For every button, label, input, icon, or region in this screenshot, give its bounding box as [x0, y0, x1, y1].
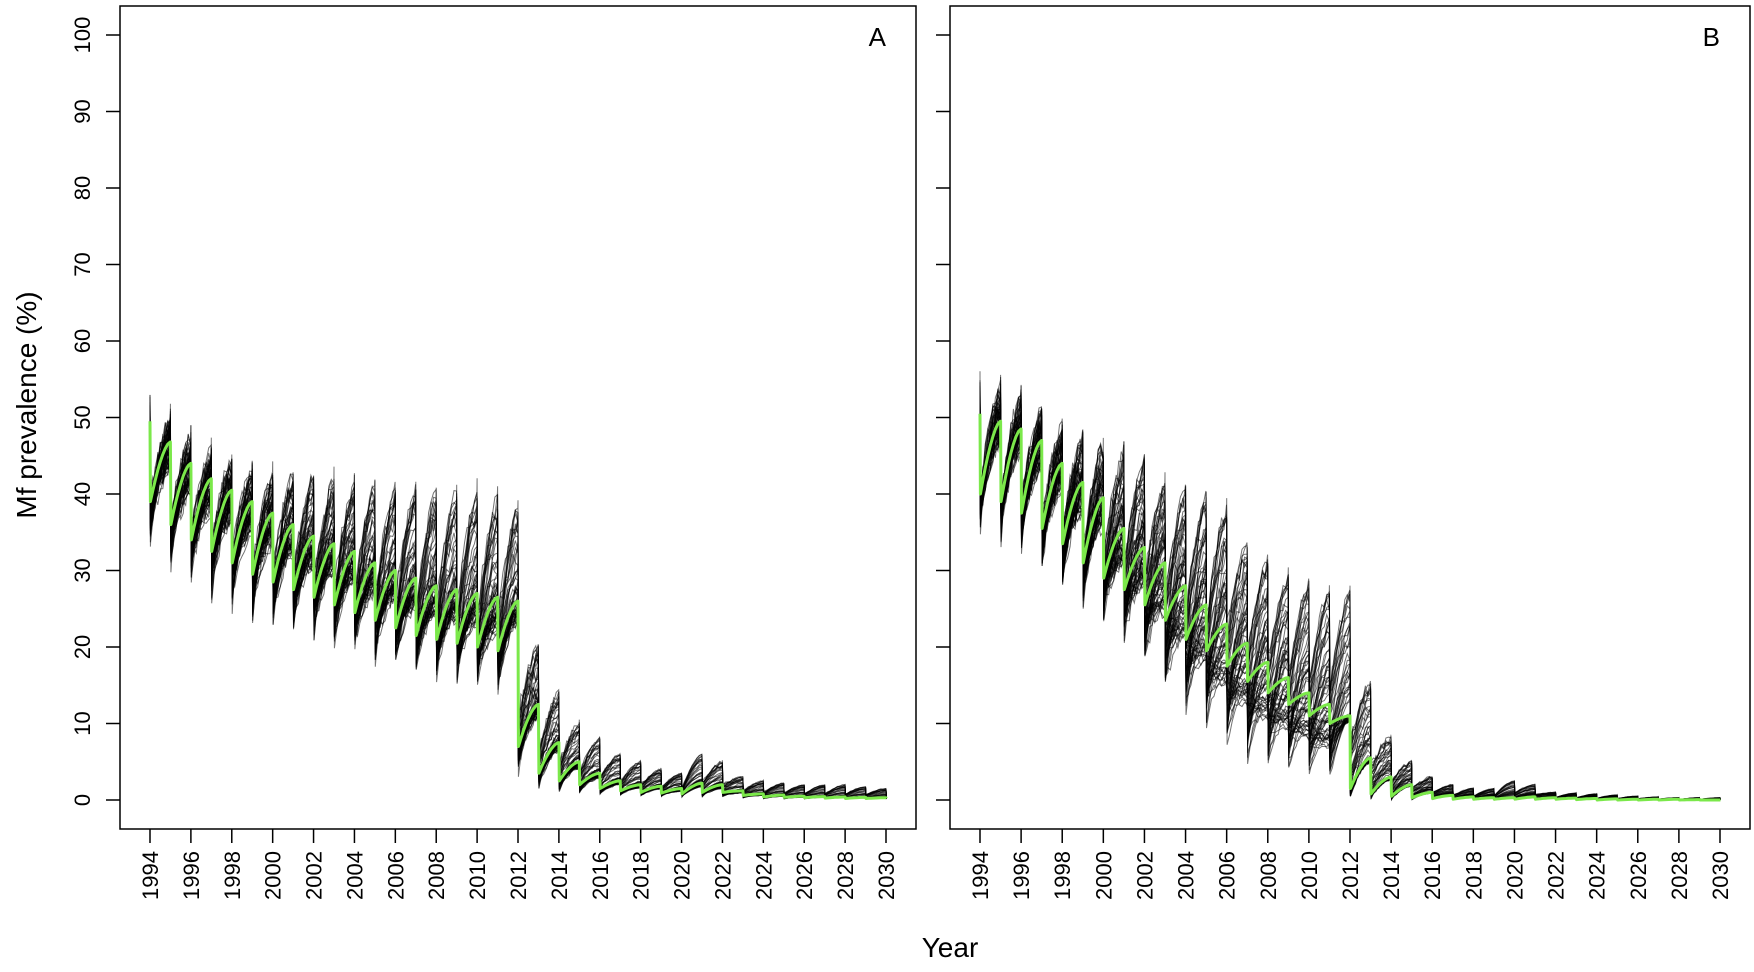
y-tick-label: 100	[70, 17, 95, 54]
y-axis-title: Mf prevalence (%)	[11, 291, 42, 518]
y-tick-label: 90	[70, 99, 95, 123]
x-tick-label: 1996	[179, 851, 204, 900]
x-tick-label: 2018	[629, 851, 654, 900]
x-tick-label: 2008	[1256, 851, 1281, 900]
x-tick-label: 2024	[751, 851, 776, 900]
y-tick-label: 70	[70, 252, 95, 276]
x-tick-label: 2022	[710, 851, 735, 900]
x-tick-label: 2004	[1174, 851, 1199, 900]
x-tick-label: 2028	[1667, 851, 1692, 900]
x-tick-label: 2016	[1420, 851, 1445, 900]
mean-prevalence-line	[978, 413, 1722, 802]
x-tick-label: 2024	[1585, 851, 1610, 900]
x-tick-label: 2002	[1132, 851, 1157, 900]
y-tick-label: 20	[70, 635, 95, 659]
x-tick-label: 2030	[1708, 851, 1733, 900]
mean-prevalence-line	[148, 421, 888, 800]
x-tick-label: 2018	[1461, 851, 1486, 900]
x-tick-label: 1998	[220, 851, 245, 900]
x-tick-label: 2014	[547, 851, 572, 900]
x-tick-label: 2026	[1626, 851, 1651, 900]
panel-label: B	[1703, 22, 1720, 52]
x-tick-label: 2004	[342, 851, 367, 900]
x-tick-label: 2020	[670, 851, 695, 900]
x-tick-label: 2000	[1091, 851, 1116, 900]
panel-label: A	[869, 22, 887, 52]
x-tick-label: 2012	[1338, 851, 1363, 900]
x-tick-label: 2022	[1544, 851, 1569, 900]
x-tick-label: 1998	[1050, 851, 1075, 900]
x-tick-label: 2002	[302, 851, 327, 900]
x-tick-label: 2030	[874, 851, 899, 900]
panel-b: 1994 1996 1998 2000 2002 2004 2006 2008 2010 2012…	[936, 5, 1751, 900]
x-tick-label: 1994	[138, 851, 163, 900]
x-axis-title: Year	[922, 932, 979, 963]
x-tick-label: 2000	[261, 851, 286, 900]
x-tick-label: 2014	[1379, 851, 1404, 900]
x-tick-label: 2012	[506, 851, 531, 900]
y-tick-label: 0	[70, 794, 95, 806]
x-tick-label: 1994	[968, 851, 993, 900]
series-area	[978, 371, 1722, 802]
y-tick-label: 30	[70, 558, 95, 582]
x-tick-label: 2006	[383, 851, 408, 900]
x-tick-label: 2028	[833, 851, 858, 900]
x-tick-label: 2010	[465, 851, 490, 900]
x-tick-label: 2026	[792, 851, 817, 900]
x-tick-label: 2008	[424, 851, 449, 900]
x-tick-label: 2010	[1297, 851, 1322, 900]
y-tick-label: 60	[70, 329, 95, 353]
y-tick-label: 10	[70, 711, 95, 735]
x-tick-label: 2020	[1502, 851, 1527, 900]
x-tick-label: 1996	[1009, 851, 1034, 900]
x-tick-label: 2016	[588, 851, 613, 900]
x-tick-label: 2006	[1215, 851, 1240, 900]
series-area	[148, 394, 888, 800]
y-tick-label: 80	[70, 176, 95, 200]
y-tick-label: 40	[70, 482, 95, 506]
y-tick-label: 50	[70, 405, 95, 429]
